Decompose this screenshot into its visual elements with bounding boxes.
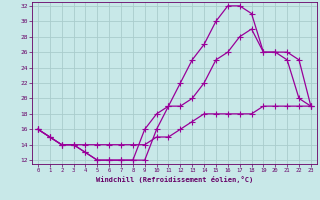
X-axis label: Windchill (Refroidissement éolien,°C): Windchill (Refroidissement éolien,°C) [96, 176, 253, 183]
